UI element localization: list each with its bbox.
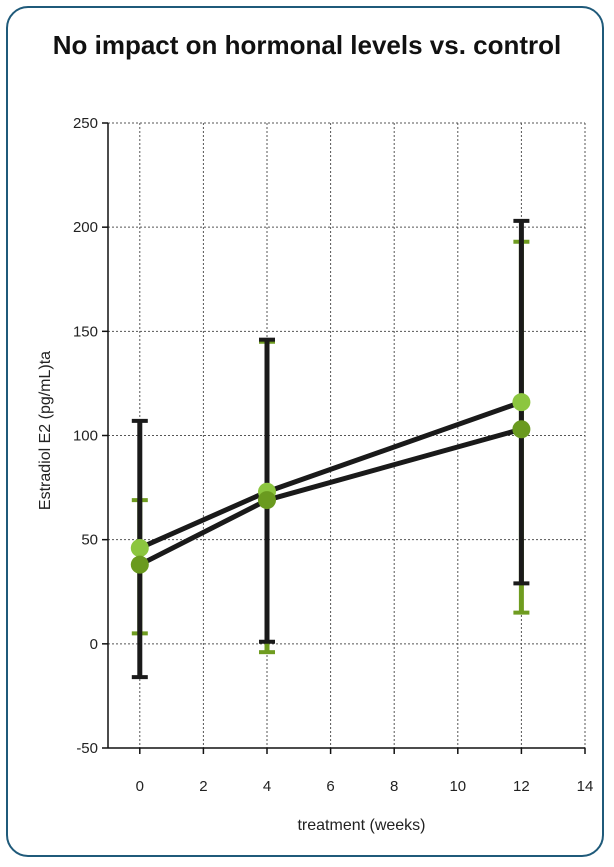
tick-labels: -50 0 50 100 150 200 250 0 2 4 6 8 10 12 14: [73, 115, 593, 795]
data-point: [512, 393, 531, 412]
data-point: [258, 491, 276, 510]
x-tick-label: 2: [199, 778, 207, 795]
x-tick-label: 8: [390, 778, 398, 795]
x-tick-label: 10: [449, 778, 466, 795]
data-point: [130, 539, 149, 557]
axes: [102, 122, 586, 754]
y-axis-label: Estradiol E2 (pg/mL)ta: [37, 351, 54, 510]
y-tick-label: 200: [73, 219, 98, 236]
x-axis-label: treatment (weeks): [297, 817, 425, 834]
chart-title: No impact on hormonal levels vs. control: [52, 30, 562, 60]
grid-lines: [108, 122, 586, 748]
y-tick-label: 100: [73, 428, 98, 445]
x-tick-label: 14: [577, 778, 594, 795]
x-tick-label: 6: [326, 778, 334, 795]
y-tick-label: 50: [81, 532, 98, 549]
x-tick-label: 4: [263, 778, 271, 795]
data-point: [512, 420, 531, 439]
data-point: [130, 555, 149, 574]
x-tick-label: 12: [513, 778, 530, 795]
y-tick-label: 0: [90, 636, 98, 653]
x-tick-label: 0: [136, 778, 144, 795]
data-markers: [130, 393, 531, 574]
y-tick-label: 250: [73, 115, 98, 132]
y-tick-label: 150: [73, 323, 98, 340]
y-tick-label: -50: [76, 740, 98, 757]
